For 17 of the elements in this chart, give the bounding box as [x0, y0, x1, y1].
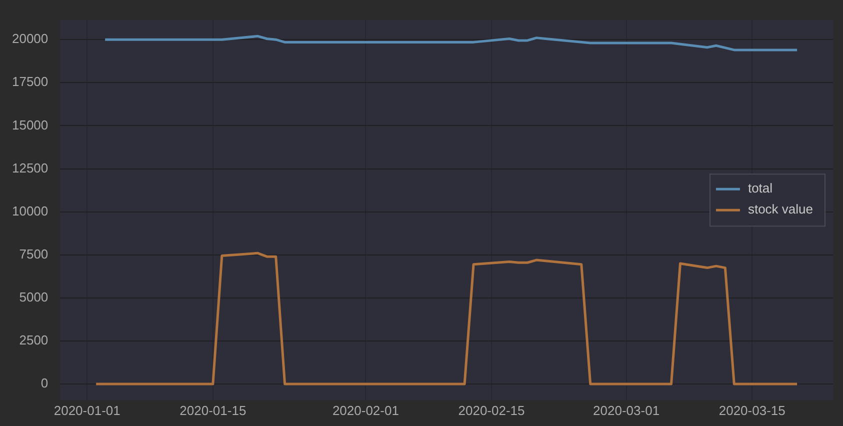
- legend-label: total: [748, 180, 773, 196]
- y-tick-label: 20000: [12, 31, 48, 46]
- x-tick-label: 2020-01-15: [180, 402, 246, 418]
- x-tick-label: 2020-03-15: [718, 402, 786, 418]
- y-tick-label: 2500: [19, 332, 48, 348]
- x-tick-label: 2020-02-01: [332, 402, 399, 418]
- y-tick-label: 17500: [12, 74, 48, 90]
- y-tick-label: 15000: [12, 117, 48, 132]
- x-tick-label: 2020-01-01: [54, 402, 120, 418]
- x-tick-label: 2020-03-01: [593, 402, 660, 418]
- y-tick-label: 0: [40, 376, 48, 391]
- y-tick-label: 5000: [19, 290, 48, 305]
- y-tick-label: 7500: [19, 246, 48, 262]
- x-tick-label: 2020-02-15: [458, 402, 525, 418]
- legend-label: stock value: [748, 202, 814, 217]
- y-tick-label: 10000: [12, 203, 48, 218]
- y-tick-label: 12500: [12, 160, 48, 176]
